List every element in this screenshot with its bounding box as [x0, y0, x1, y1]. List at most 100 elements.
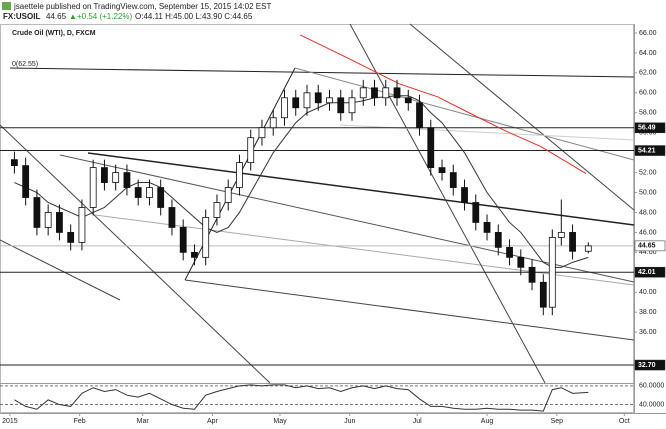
candle-body	[11, 159, 18, 167]
moving-average	[14, 95, 589, 268]
x-tick-label: Sep	[551, 418, 564, 425]
trendline	[349, 23, 546, 384]
y-tick-label: 48.00	[639, 209, 657, 216]
candle-body	[292, 97, 300, 109]
candle-body	[247, 137, 255, 164]
candle-body	[67, 232, 75, 243]
candle-body	[472, 202, 480, 223]
y-tick-label: 62.00	[639, 70, 657, 77]
candle-body	[101, 167, 108, 183]
candle-body	[404, 97, 412, 104]
candle-body	[56, 212, 63, 233]
plot-frame	[0, 24, 634, 413]
x-tick-label: Aug	[481, 418, 494, 425]
candle-body	[314, 92, 322, 104]
candle-body	[33, 197, 41, 228]
y-tick-label: 64.00	[639, 50, 657, 57]
y-tick-label: 58.00	[639, 110, 657, 117]
y-tick-label: 44.00	[639, 249, 657, 256]
candle-body	[348, 97, 356, 114]
y-tick-label: 66.00	[639, 30, 657, 37]
trendlines	[0, 23, 635, 384]
candle-body	[449, 172, 457, 188]
candle-body	[146, 187, 153, 198]
trendline	[0, 239, 121, 301]
candle-body	[517, 256, 525, 268]
ohlc: O:44.11 H:45.00 L:43.90 C:44.65	[135, 12, 253, 21]
candle-body	[134, 187, 142, 198]
y-tick-label: 36.00	[639, 329, 657, 336]
trendline	[59, 154, 635, 283]
candle-body	[494, 232, 502, 248]
symbol: FX:USOIL	[3, 12, 40, 21]
chart-title: Crude Oil (WTI), D, FXCM	[12, 30, 96, 37]
price: 44.65	[46, 12, 67, 21]
candle-body	[528, 266, 536, 283]
trendline	[294, 67, 635, 161]
level-tag	[634, 145, 666, 156]
annotation: 0(62.55)	[12, 61, 38, 68]
y-tick-label: 38.00	[639, 309, 657, 316]
candle-body	[123, 172, 131, 188]
candle-body	[548, 237, 556, 308]
candle-body	[461, 187, 468, 203]
level-label: 44.65	[638, 243, 656, 250]
rsi-tick-label: 60.0000	[639, 383, 664, 390]
candle-body	[438, 167, 446, 173]
candle-body	[112, 172, 120, 183]
candle-body	[539, 281, 547, 308]
candle-body	[393, 87, 401, 99]
y-tick-label: 52.00	[639, 169, 657, 176]
candle-body	[427, 127, 435, 169]
candle-body	[22, 165, 30, 198]
rsi-tick-label: 40.0000	[639, 401, 664, 408]
avatar	[2, 2, 11, 10]
y-tick-label: 46.00	[639, 229, 657, 236]
level-tag	[634, 359, 666, 371]
x-tick-label: Feb	[74, 418, 86, 425]
trendline	[0, 124, 271, 384]
candle-body	[382, 87, 390, 99]
candle-body	[168, 207, 176, 228]
candle-body	[236, 162, 243, 188]
candle-body	[258, 127, 266, 139]
change: +0.54 (+1.22%)	[77, 12, 132, 21]
x-tick-label: Oct	[619, 418, 630, 425]
candle-body	[303, 92, 311, 109]
candle-body	[371, 87, 378, 99]
level-tag	[634, 266, 666, 278]
y-tick-label: 50.00	[639, 189, 657, 196]
trendline	[94, 214, 635, 286]
candle-body	[281, 97, 288, 119]
y-tick-label: 60.00	[639, 90, 657, 97]
candle-body	[416, 102, 423, 129]
level-label: 56.49	[638, 125, 656, 132]
moving-average	[300, 34, 587, 175]
x-tick-label: Jun	[344, 418, 355, 425]
candle-body	[557, 232, 565, 238]
trendline	[9, 67, 635, 78]
level-tag	[634, 240, 666, 252]
trendline	[409, 23, 635, 211]
candle-body	[213, 202, 221, 218]
candle-body	[179, 227, 187, 253]
x-tick-label: May	[273, 418, 287, 425]
candle-body	[337, 97, 345, 114]
candle-body	[44, 212, 52, 228]
arrow: ▲	[69, 12, 77, 21]
x-tick-label: Jul	[413, 418, 422, 425]
candle-body	[584, 245, 592, 252]
level-label: 32.70	[638, 362, 656, 369]
x-tick-label: 2015	[2, 418, 18, 425]
trendline	[184, 279, 635, 341]
candle-body	[359, 87, 367, 99]
candle-body	[89, 167, 97, 208]
x-tick-label: Mar	[137, 418, 150, 425]
candle-body	[483, 222, 491, 233]
candle-body	[202, 217, 210, 258]
candle-body	[157, 187, 165, 208]
candle-body	[224, 187, 232, 203]
author-line: jsaettele published on TradingView.com, …	[13, 2, 271, 11]
rsi-line	[14, 384, 589, 412]
